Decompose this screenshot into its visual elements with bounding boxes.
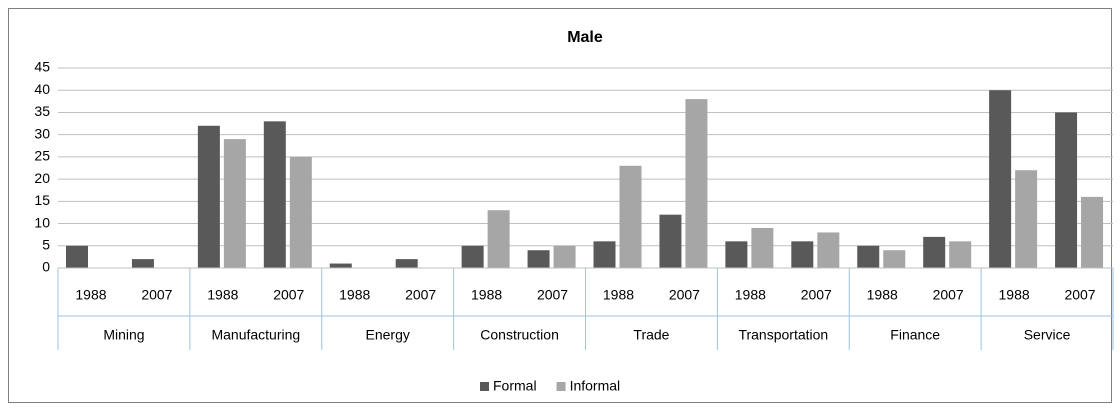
x-tick-label: 1988	[603, 287, 634, 303]
y-tick-label: 35	[34, 103, 50, 119]
y-tick-label: 20	[34, 170, 50, 186]
bar	[329, 263, 352, 268]
group-label: Finance	[890, 327, 940, 343]
bar	[223, 139, 246, 268]
x-tick-label: 1988	[999, 287, 1030, 303]
chart-frame	[8, 8, 1112, 403]
legend-label: Formal	[493, 378, 537, 394]
bar	[197, 125, 220, 269]
legend-label: Informal	[570, 378, 621, 394]
x-tick-label: 2007	[537, 287, 568, 303]
x-tick-label: 2007	[405, 287, 436, 303]
bar	[659, 214, 682, 268]
bar	[685, 99, 708, 268]
y-tick-label: 30	[34, 125, 50, 141]
bar	[949, 241, 972, 268]
y-tick-label: 25	[34, 148, 50, 164]
x-tick-label: 2007	[801, 287, 832, 303]
x-tick-label: 2007	[141, 287, 172, 303]
bar	[66, 245, 88, 268]
y-tick-label: 5	[42, 236, 50, 252]
x-tick-label: 1988	[339, 287, 370, 303]
group-label: Manufacturing	[211, 327, 300, 343]
bar	[527, 250, 550, 268]
legend-swatch	[556, 382, 566, 391]
x-tick-label: 2007	[669, 287, 700, 303]
bar	[553, 245, 576, 268]
bar	[1055, 112, 1078, 268]
bar	[791, 241, 814, 268]
bar	[619, 165, 642, 268]
bar	[817, 232, 840, 268]
group-label: Service	[1024, 327, 1071, 343]
bar	[751, 228, 774, 268]
x-tick-label: 1988	[471, 287, 502, 303]
x-tick-label: 1988	[75, 287, 106, 303]
x-tick-label: 1988	[867, 287, 898, 303]
group-label: Construction	[480, 327, 559, 343]
y-tick-label: 10	[34, 214, 50, 230]
group-label: Transportation	[738, 327, 828, 343]
bar	[593, 241, 616, 268]
y-tick-label: 15	[34, 192, 50, 208]
legend-swatch	[480, 382, 489, 391]
bar	[289, 156, 312, 268]
group-label: Mining	[103, 327, 144, 343]
y-tick-label: 40	[34, 81, 50, 97]
group-label: Trade	[633, 327, 669, 343]
bar	[395, 259, 418, 268]
bar	[461, 245, 484, 268]
x-tick-label: 1988	[207, 287, 238, 303]
bar	[263, 121, 286, 268]
bar	[857, 245, 880, 268]
chart-title: Male	[567, 29, 603, 46]
y-tick-label: 45	[34, 59, 50, 75]
x-tick-label: 2007	[1064, 287, 1095, 303]
bar	[487, 210, 510, 268]
bar	[1015, 170, 1038, 268]
bar	[923, 236, 946, 268]
bar	[725, 241, 748, 268]
bar	[1081, 196, 1104, 268]
bar	[989, 90, 1012, 268]
x-tick-label: 2007	[273, 287, 304, 303]
x-tick-label: 2007	[933, 287, 964, 303]
bar	[883, 250, 906, 268]
bar	[131, 259, 154, 268]
group-label: Energy	[366, 327, 410, 343]
y-tick-label: 0	[42, 259, 50, 275]
x-tick-label: 1988	[735, 287, 766, 303]
